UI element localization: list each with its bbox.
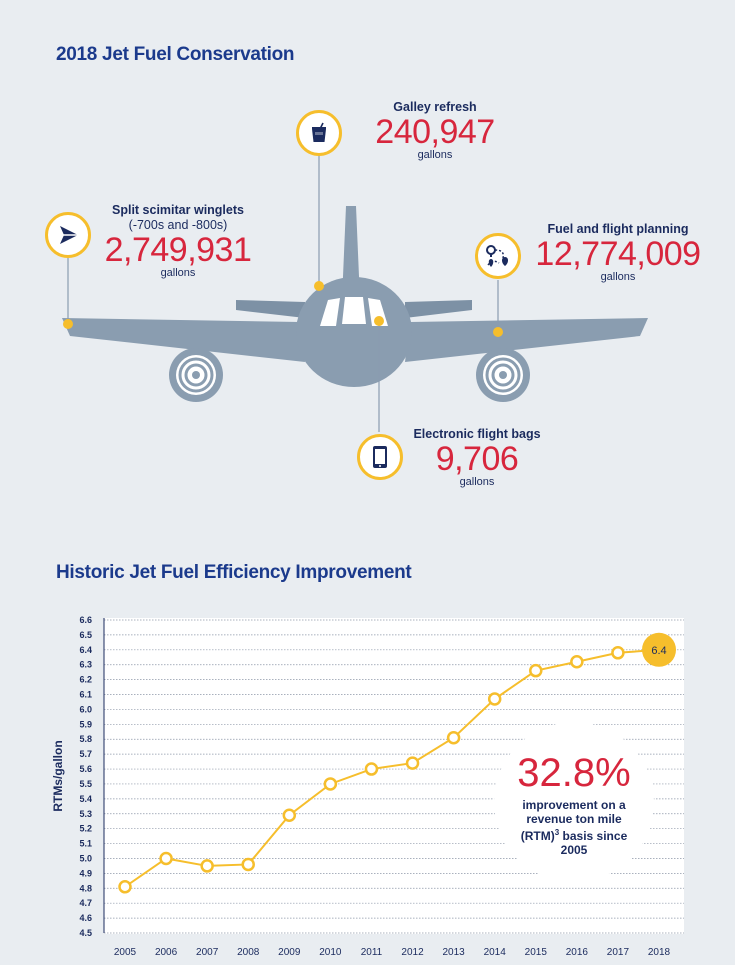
y-tick-label: 5.5 bbox=[79, 779, 92, 789]
badge-text-tail: basis since 2005 bbox=[560, 829, 628, 857]
data-point bbox=[611, 646, 625, 660]
airplane-tail-icon bbox=[45, 212, 91, 258]
y-tick-label: 4.5 bbox=[79, 928, 92, 938]
series-line bbox=[124, 648, 660, 888]
y-tick-label: 5.0 bbox=[79, 853, 92, 863]
x-tick-label: 2017 bbox=[607, 947, 630, 958]
y-tick-label: 5.8 bbox=[79, 734, 92, 744]
callout-label: Fuel and flight planning bbox=[547, 222, 689, 236]
y-tick-label: 6.5 bbox=[79, 630, 92, 640]
data-point bbox=[446, 730, 461, 745]
callout-galley-refresh: Galley refresh 240,947 gallons bbox=[355, 100, 515, 161]
conservation-title: 2018 Jet Fuel Conservation bbox=[56, 44, 295, 65]
data-point bbox=[364, 762, 379, 776]
callout-split-scimitar-winglets: Split scimitar winglets (-700s and -800s… bbox=[88, 203, 268, 279]
data-point bbox=[323, 777, 338, 791]
x-tick-label: 2016 bbox=[566, 947, 589, 958]
left-engine-icon bbox=[169, 348, 223, 402]
y-tick-label: 6.0 bbox=[79, 704, 92, 714]
y-tick-label: 6.1 bbox=[79, 690, 92, 700]
callout-unit: gallons bbox=[160, 267, 196, 279]
y-tick-label: 5.1 bbox=[79, 839, 92, 849]
callout-label: Electronic flight bags bbox=[413, 427, 541, 441]
callout-unit: gallons bbox=[417, 149, 453, 161]
x-tick-label: 2014 bbox=[484, 947, 507, 958]
x-tick-label: 2008 bbox=[237, 947, 260, 958]
callout-unit: gallons bbox=[600, 271, 636, 283]
y-tick-label: 4.9 bbox=[79, 868, 92, 878]
callout-unit: gallons bbox=[459, 476, 495, 488]
x-tick-label: 2015 bbox=[525, 947, 548, 958]
x-tick-label: 2012 bbox=[401, 947, 424, 958]
x-tick-label: 2006 bbox=[155, 947, 178, 958]
callout-sublabel: (-700s and -800s) bbox=[128, 218, 228, 232]
cup-icon bbox=[296, 110, 342, 156]
callout-pins bbox=[63, 281, 503, 337]
data-point bbox=[570, 654, 584, 669]
y-tick-label: 5.3 bbox=[79, 809, 92, 819]
y-tick-label: 6.4 bbox=[79, 645, 92, 655]
data-point bbox=[487, 692, 502, 706]
data-point bbox=[405, 756, 420, 770]
callout-label: Split scimitar winglets bbox=[112, 203, 244, 217]
y-tick-label: 5.6 bbox=[79, 764, 92, 774]
y-tick-label: 4.6 bbox=[79, 913, 92, 923]
callout-fuel-flight-planning: Fuel and flight planning 12,774,009 gall… bbox=[528, 222, 708, 283]
airplane-illustration bbox=[62, 153, 648, 432]
route-icon bbox=[475, 233, 521, 279]
badge-value: 32.8% bbox=[517, 751, 631, 795]
x-tick-label: 2005 bbox=[114, 947, 137, 958]
x-tick-label: 2011 bbox=[361, 947, 383, 958]
callout-value: 2,749,931 bbox=[104, 231, 252, 269]
y-tick-label: 4.8 bbox=[79, 883, 92, 893]
callout-value: 12,774,009 bbox=[535, 235, 701, 273]
y-tick-label: 6.2 bbox=[79, 675, 92, 685]
tablet-icon bbox=[357, 434, 403, 480]
x-tick-label: 2009 bbox=[278, 947, 301, 958]
improvement-badge: 32.8% improvement on a revenue ton mile … bbox=[494, 722, 654, 882]
y-tick-label: 6.6 bbox=[79, 615, 92, 625]
right-engine-icon bbox=[476, 348, 530, 402]
y-tick-label: 4.7 bbox=[79, 898, 92, 908]
badge-text: improvement on a revenue ton mile (RTM)3… bbox=[515, 798, 633, 857]
y-tick-label: 5.4 bbox=[79, 794, 92, 804]
callout-electronic-flight-bags: Electronic flight bags 9,706 gallons bbox=[397, 427, 557, 488]
x-tick-label: 2007 bbox=[196, 947, 219, 958]
x-tick-label: 2013 bbox=[442, 947, 465, 958]
data-point bbox=[529, 663, 543, 678]
data-label: 6.4 bbox=[651, 645, 666, 657]
callout-label: Galley refresh bbox=[393, 100, 477, 114]
x-tick-label: 2018 bbox=[648, 947, 671, 958]
data-point bbox=[282, 808, 297, 823]
data-point bbox=[241, 857, 255, 872]
y-axis-label: RTMs/gallon bbox=[51, 740, 65, 811]
data-point bbox=[200, 859, 214, 873]
callout-value: 9,706 bbox=[435, 440, 519, 478]
data-point bbox=[118, 880, 132, 894]
badge-superscript: 3 bbox=[554, 828, 560, 837]
badge-text-main: improvement on a revenue ton mile (RTM) bbox=[520, 798, 626, 843]
data-point-highlight bbox=[642, 632, 676, 667]
y-tick-label: 5.2 bbox=[79, 824, 92, 834]
callout-value: 240,947 bbox=[375, 113, 495, 151]
y-tick-label: 6.3 bbox=[79, 660, 92, 670]
y-tick-label: 5.9 bbox=[79, 719, 92, 729]
x-tick-label: 2010 bbox=[319, 947, 342, 958]
efficiency-title: Historic Jet Fuel Efficiency Improvement bbox=[56, 562, 412, 583]
y-tick-label: 5.7 bbox=[79, 749, 92, 759]
data-point bbox=[159, 851, 173, 866]
